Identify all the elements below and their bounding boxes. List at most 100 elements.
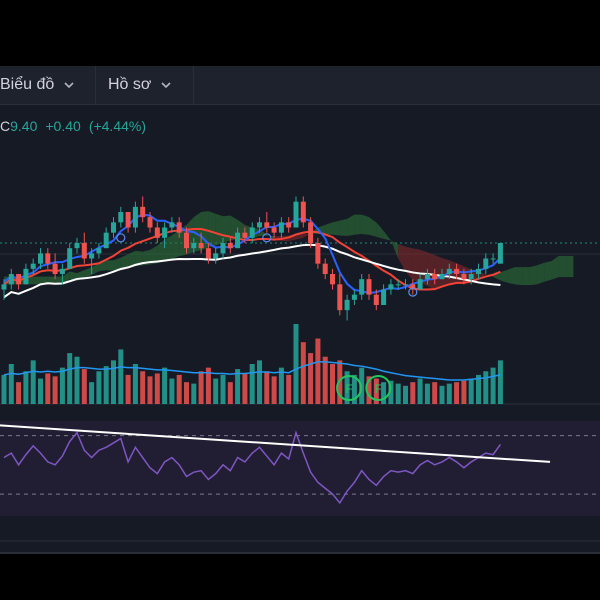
ichimoku-cloud-segment — [62, 271, 70, 285]
volume-ma-line — [3, 361, 501, 381]
volume-bar — [395, 383, 401, 404]
ichimoku-cloud-segment — [223, 215, 231, 243]
ichimoku-cloud-segment — [40, 276, 48, 285]
candle-body — [103, 232, 109, 249]
ichimoku-cloud-segment — [332, 220, 340, 236]
ichimoku-cloud-segment — [390, 240, 399, 259]
volume-bar — [410, 382, 416, 404]
volume-bar — [220, 374, 226, 404]
change-value: +0.40 — [45, 118, 81, 134]
baseline-line — [3, 243, 501, 299]
ichimoku-cloud-segment — [551, 255, 559, 280]
candle-body — [162, 227, 168, 238]
volume-bar — [366, 376, 372, 404]
volume-bar — [23, 371, 29, 404]
candle-body — [45, 253, 51, 264]
close-value: 9.40 — [10, 118, 38, 134]
candle-body — [52, 263, 58, 274]
candle-body — [424, 274, 430, 280]
ichimoku-cloud-segment — [347, 214, 355, 237]
volume-bar — [125, 374, 131, 404]
candle-body — [483, 258, 489, 269]
volume-bar — [38, 378, 43, 404]
volume-bar — [213, 378, 219, 404]
candle-body — [235, 232, 241, 249]
volume-bar — [169, 378, 175, 404]
candle-body — [410, 284, 416, 290]
rsi-trend-line — [0, 424, 551, 463]
volume-bar — [461, 380, 467, 404]
volume-bar — [468, 378, 474, 404]
candle-body — [125, 212, 131, 228]
volume-bar — [176, 374, 182, 404]
candle-body — [191, 243, 197, 249]
candle-body — [242, 232, 248, 238]
candle-body — [351, 294, 357, 300]
candle-body — [278, 222, 284, 233]
ichimoku-cloud-segment — [296, 233, 304, 240]
ichimoku-cloud-segment — [529, 265, 537, 286]
volume-bar — [74, 356, 80, 404]
volume-bar — [454, 382, 460, 404]
tab-chart[interactable]: Biểu đồ — [0, 66, 76, 104]
volume-bar — [59, 367, 65, 404]
volume-bar — [162, 367, 168, 404]
ichimoku-cloud-segment — [164, 235, 172, 262]
flag-marker-letter: F — [345, 382, 352, 396]
candle-body — [490, 258, 496, 260]
change-percent: (+4.44%) — [88, 118, 147, 134]
candle-body — [417, 279, 423, 290]
volume-bar — [293, 324, 299, 404]
ichimoku-cloud-segment — [434, 255, 442, 290]
candle-body — [147, 217, 153, 228]
ichimoku-cloud-segment — [120, 254, 129, 271]
candle-body — [176, 222, 182, 233]
volume-bar — [286, 374, 292, 404]
ichimoku-cloud-segment — [566, 255, 574, 278]
volume-bar — [344, 371, 350, 404]
volume-bar — [424, 383, 430, 404]
flag-marker-circle — [336, 375, 363, 401]
close-label: C — [0, 118, 11, 134]
volume-bar — [308, 353, 314, 404]
rsi-panel-background — [0, 421, 600, 516]
candle-body — [140, 206, 146, 218]
signal-circle-marker — [116, 233, 126, 243]
volume-bar — [235, 369, 241, 404]
candle-body — [446, 268, 452, 274]
flag-marker-circle — [365, 375, 392, 401]
candle-body — [388, 284, 394, 290]
candle-body — [1, 284, 7, 290]
ichimoku-cloud-segment — [507, 267, 515, 285]
tab-profile[interactable]: Hồ sơ — [108, 66, 173, 104]
volume-bar — [257, 360, 262, 404]
candle-body — [184, 232, 189, 249]
ichimoku-cloud-segment — [193, 212, 202, 252]
candle-body — [205, 248, 211, 259]
volume-bar — [381, 382, 387, 404]
ichimoku-cloud-segment — [91, 263, 99, 276]
volume-bar — [227, 382, 233, 404]
ichimoku-cloud-segment — [325, 222, 333, 235]
volume-bar — [490, 367, 496, 404]
candle-body — [38, 253, 43, 264]
candle-body — [213, 253, 219, 259]
volume-bar — [111, 360, 116, 404]
signal-circle-marker — [408, 287, 418, 297]
candle-body — [220, 243, 226, 254]
rsi-line — [3, 430, 502, 505]
ichimoku-cloud-segment — [369, 217, 377, 237]
candle-body — [454, 268, 460, 274]
candle-body — [497, 243, 503, 264]
volume-bar — [249, 364, 255, 404]
tab-divider — [95, 66, 96, 104]
ichimoku-cloud-segment — [536, 262, 545, 285]
volume-bar — [351, 374, 357, 404]
candle-body — [344, 299, 350, 311]
volume-bar — [103, 366, 109, 404]
candle-body — [30, 263, 36, 269]
ichimoku-cloud-segment — [515, 267, 523, 286]
ichimoku-cloud-segment — [354, 214, 362, 235]
candle-body — [59, 268, 65, 274]
